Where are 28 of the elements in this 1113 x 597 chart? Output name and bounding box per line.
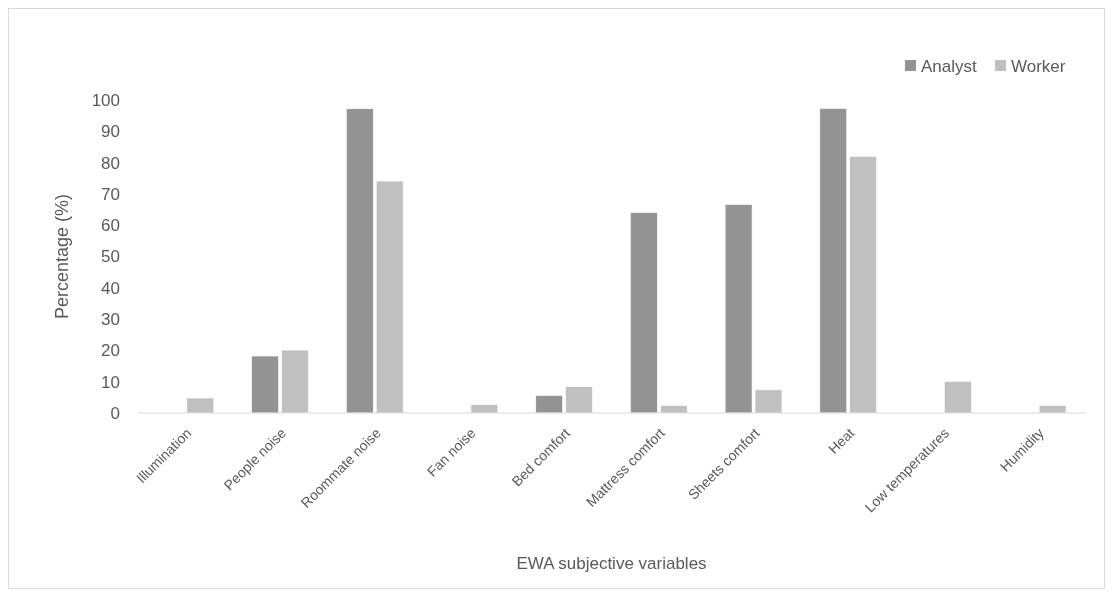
y-tick-label: 10 (101, 372, 120, 392)
y-tick-label: 60 (101, 216, 120, 236)
bar (535, 395, 563, 414)
bar (470, 404, 499, 414)
y-tick-label: 0 (110, 403, 120, 423)
bar (281, 349, 309, 414)
bar (346, 108, 374, 414)
bar (375, 180, 404, 414)
bar (1038, 405, 1067, 414)
bar (565, 386, 593, 414)
y-tick-label: 20 (101, 341, 120, 361)
bar (186, 397, 215, 414)
legend-label: Worker (1011, 56, 1066, 76)
bar (819, 108, 848, 414)
bar (251, 355, 279, 414)
y-tick-label: 100 (91, 90, 120, 110)
bar (849, 156, 877, 414)
x-axis-title: EWA subjective variables (516, 554, 707, 573)
y-axis-title: Percentage (%) (52, 193, 72, 320)
y-tick-label: 50 (101, 247, 120, 267)
y-tick-label: 30 (101, 310, 120, 330)
bar (630, 212, 658, 414)
y-tick-label: 70 (101, 184, 120, 204)
y-tick-label: 80 (101, 153, 120, 173)
y-tick-label: 90 (101, 122, 120, 142)
legend-label: Analyst (921, 56, 978, 76)
bar (944, 381, 972, 414)
y-tick-label: 40 (101, 278, 120, 298)
